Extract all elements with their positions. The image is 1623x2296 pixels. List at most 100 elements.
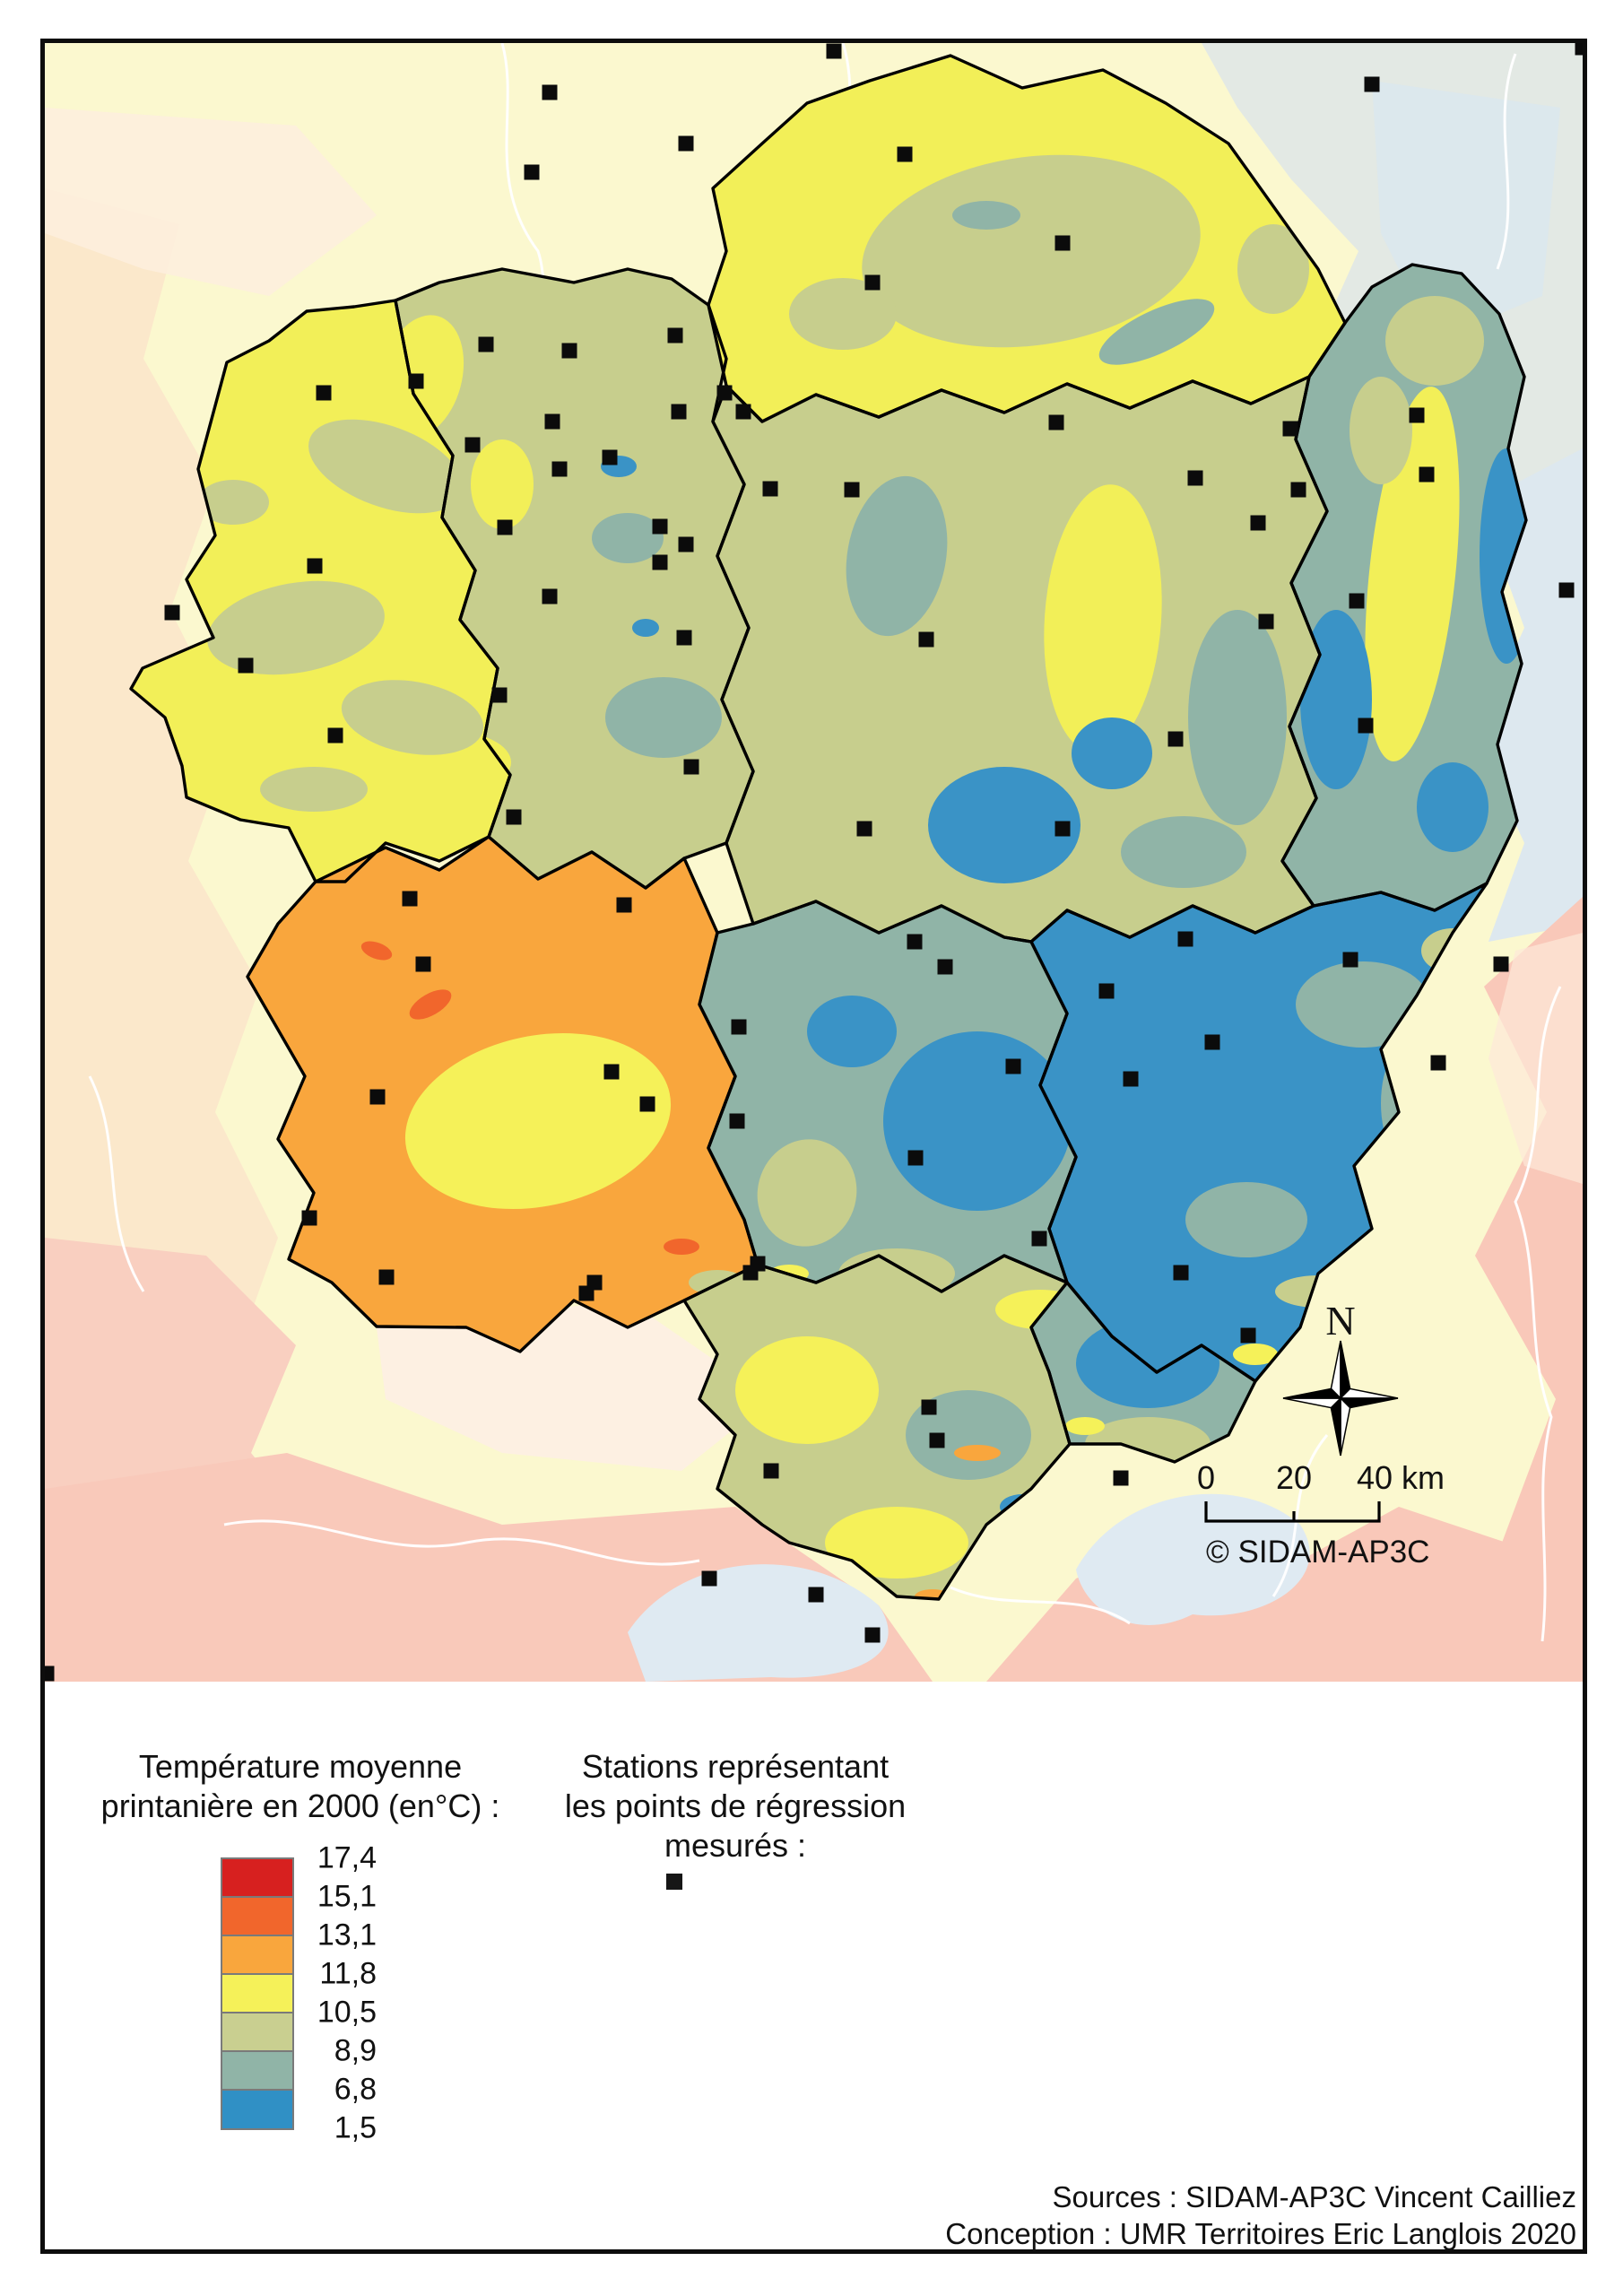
station-marker (1240, 1327, 1256, 1344)
station-marker (1282, 421, 1298, 437)
station-marker (316, 385, 332, 401)
station-marker (1250, 515, 1266, 531)
temperature-legend-title-line1: Température moyenne (138, 1748, 463, 1785)
legend-value-6: 6,8 (334, 2072, 377, 2107)
station-marker (897, 146, 913, 162)
station-marker (402, 891, 418, 907)
station-marker (676, 630, 692, 646)
temperature-legend-title: Température moyenne printanière en 2000 … (63, 1747, 538, 1826)
station-markers (45, 43, 1583, 1682)
scale-bar: 0 20 40 km (1197, 1459, 1445, 1523)
station-marker (1258, 613, 1274, 630)
station-marker (864, 274, 881, 291)
station-marker (578, 1285, 595, 1301)
station-marker (1177, 931, 1193, 947)
stations-legend-title-line1: Stations représentant (581, 1748, 890, 1785)
station-marker (1558, 582, 1575, 598)
station-marker (1187, 470, 1203, 486)
legend-value-1: 15,1 (317, 1879, 377, 1914)
stations-legend-title-line2: les points de régression (564, 1787, 907, 1824)
station-marker (45, 1665, 55, 1682)
station-marker (616, 897, 632, 913)
legend-color-swatch-2 (221, 1935, 294, 1976)
credits: Sources : SIDAM-AP3C Vincent Cailliez Co… (897, 2179, 1576, 2253)
legend-color-swatch-6 (221, 2089, 294, 2130)
department-borders (129, 54, 1528, 1601)
temperature-map: N 0 20 40 km © SIDAM-AP3C (45, 43, 1583, 1682)
station-marker (1031, 1231, 1047, 1247)
station-marker (701, 1570, 717, 1587)
north-arrow-icon: N (1282, 1298, 1399, 1457)
scale-label-0: 0 (1197, 1459, 1215, 1496)
station-marker (491, 687, 508, 703)
station-marker (937, 959, 953, 975)
station-marker (561, 343, 577, 359)
map-copyright: © SIDAM-AP3C (1206, 1535, 1429, 1570)
station-marker (1349, 593, 1365, 609)
station-marker (667, 327, 683, 344)
station-marker (1167, 731, 1184, 747)
station-marker (742, 1265, 759, 1281)
station-marker (856, 821, 872, 837)
station-marker (602, 449, 618, 465)
station-marker (1409, 407, 1425, 423)
station-marker (478, 336, 494, 352)
station-marker (369, 1089, 386, 1105)
station-marker (378, 1269, 395, 1285)
credits-conception-line: Conception : UMR Territoires Eric Langlo… (945, 2216, 1576, 2250)
station-marker (918, 631, 934, 648)
north-arrow-label: N (1325, 1298, 1355, 1344)
station-marker (864, 1627, 881, 1643)
scale-label-40km: 40 km (1357, 1459, 1445, 1496)
station-marker (652, 554, 668, 570)
station-marker (1005, 1058, 1021, 1074)
station-marker (731, 1019, 747, 1035)
station-marker (301, 1210, 317, 1226)
station-marker (921, 1399, 937, 1415)
station-marker (506, 809, 522, 825)
station-marker (671, 404, 687, 420)
station-marker (729, 1113, 745, 1129)
station-marker (826, 43, 842, 59)
station-marker (1055, 235, 1071, 251)
legend-color-swatch-0 (221, 1857, 294, 1899)
stations-legend-title: Stations représentant les points de régr… (502, 1747, 968, 1866)
station-marker (1430, 1055, 1446, 1071)
station-marker (678, 135, 694, 152)
station-marker (735, 404, 751, 420)
station-marker (464, 437, 481, 453)
station-marker (1173, 1265, 1189, 1281)
legend-value-4: 10,5 (317, 1995, 377, 2030)
scale-label-20: 20 (1276, 1459, 1312, 1496)
credits-sources-line: Sources : SIDAM-AP3C Vincent Cailliez (1052, 2180, 1576, 2213)
station-marker (307, 558, 323, 574)
station-marker (1204, 1034, 1220, 1050)
station-marker (907, 1150, 924, 1166)
station-marker (1493, 956, 1509, 972)
station-marker (844, 482, 860, 498)
legend-value-5: 8,9 (334, 2033, 377, 2068)
station-marker (415, 956, 431, 972)
station-marker (1290, 482, 1306, 498)
station-marker (408, 373, 424, 389)
temperature-legend-title-line2: printanière en 2000 (en°C) : (100, 1787, 500, 1824)
legend-value-7: 1,5 (334, 2110, 377, 2145)
station-marker (1575, 43, 1583, 56)
legend-value-2: 13,1 (317, 1918, 377, 1952)
legend-color-swatch-3 (221, 1973, 294, 2014)
station-marker (683, 759, 699, 775)
station-marker (678, 536, 694, 552)
station-marker (544, 413, 560, 430)
station-marker (808, 1587, 824, 1603)
station-marker (1113, 1470, 1129, 1486)
station-marker (603, 1064, 620, 1080)
station-marker (652, 518, 668, 535)
station-marker (238, 657, 254, 674)
station-sample-marker (666, 1874, 682, 1890)
station-marker (1048, 414, 1064, 430)
station-marker (1358, 718, 1374, 734)
stations-legend-title-line3: mesurés : (664, 1826, 807, 1864)
station-marker (639, 1096, 655, 1112)
station-marker (1342, 952, 1358, 968)
legend-value-0: 17,4 (317, 1840, 377, 1875)
